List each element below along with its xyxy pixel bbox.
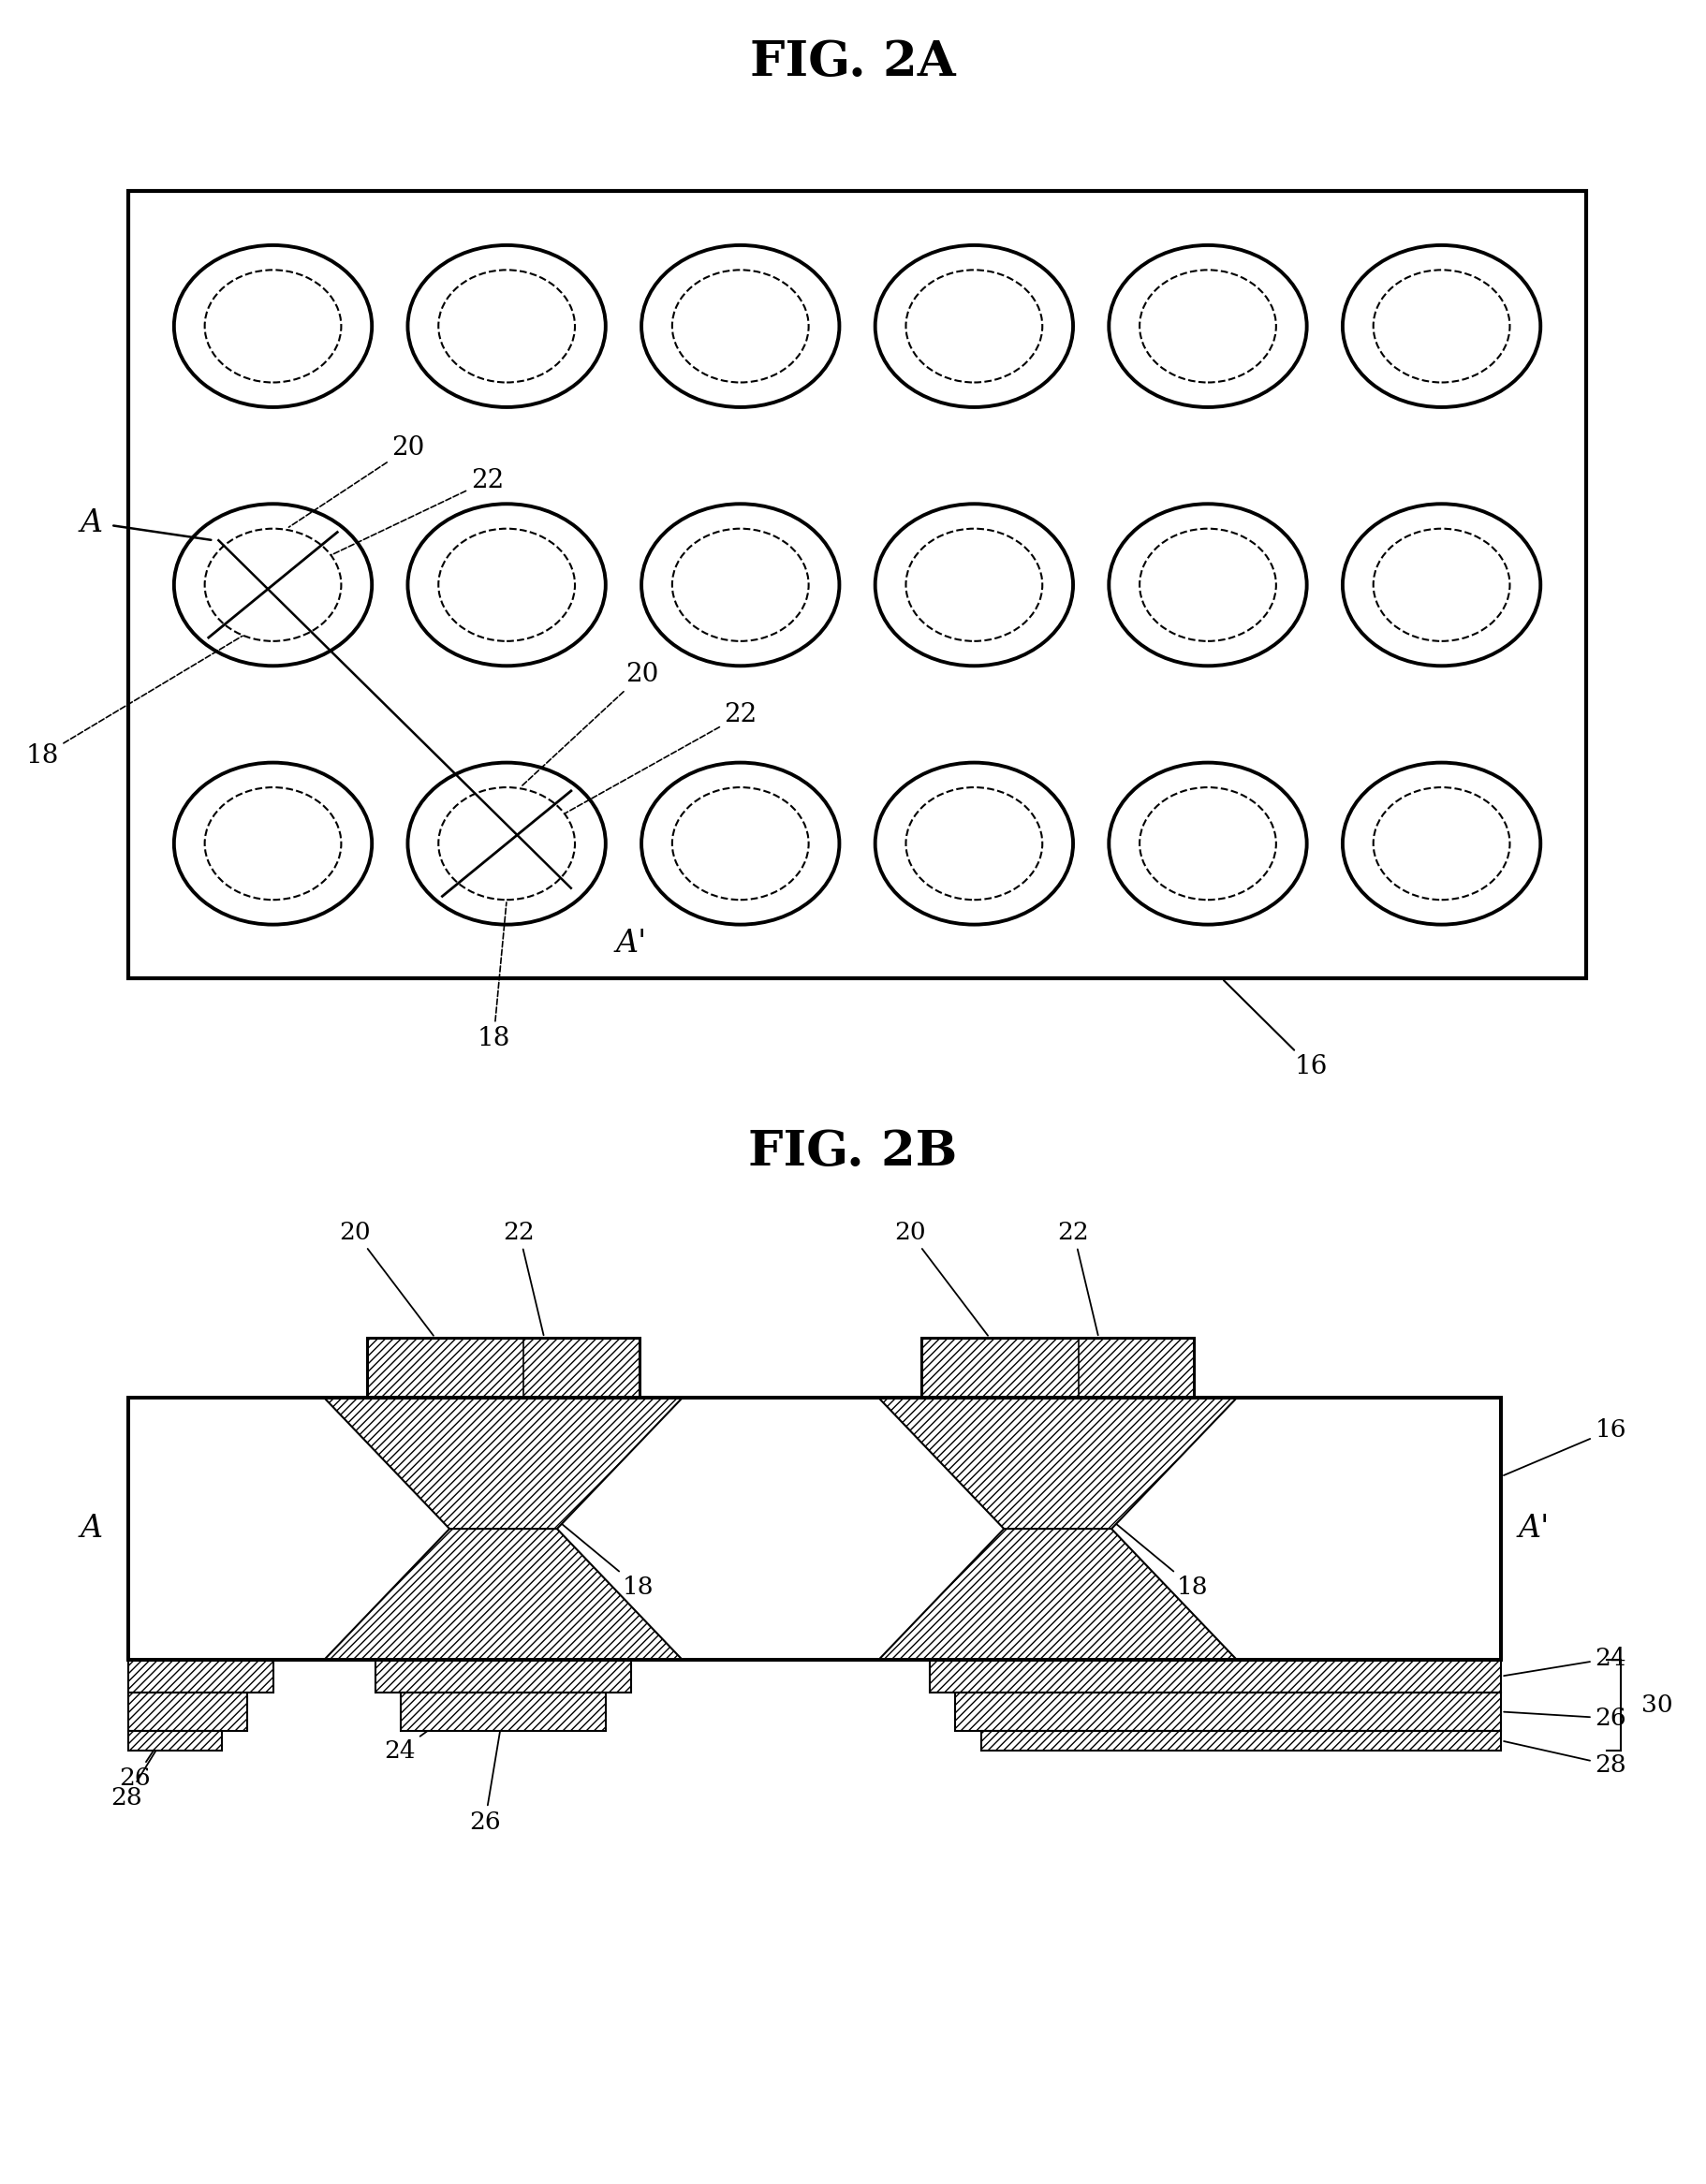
Text: FIG. 2A: FIG. 2A xyxy=(751,37,955,85)
Ellipse shape xyxy=(438,271,575,382)
Polygon shape xyxy=(128,1660,273,1693)
Bar xyxy=(401,1693,606,1730)
Ellipse shape xyxy=(641,762,839,924)
Ellipse shape xyxy=(1109,245,1307,406)
Ellipse shape xyxy=(205,271,341,382)
Text: 18: 18 xyxy=(556,1520,653,1599)
Text: 18: 18 xyxy=(26,631,251,769)
Text: 20: 20 xyxy=(522,662,659,786)
Ellipse shape xyxy=(1140,788,1276,900)
Text: A: A xyxy=(80,509,102,537)
Polygon shape xyxy=(324,1398,682,1529)
Ellipse shape xyxy=(906,788,1042,900)
Polygon shape xyxy=(128,1693,247,1730)
Text: 26: 26 xyxy=(1505,1706,1626,1730)
Ellipse shape xyxy=(672,529,809,642)
Ellipse shape xyxy=(672,271,809,382)
Bar xyxy=(128,1730,222,1752)
Polygon shape xyxy=(955,1693,1501,1730)
Text: A': A' xyxy=(1518,1514,1549,1544)
Text: 22: 22 xyxy=(1058,1221,1099,1334)
Polygon shape xyxy=(367,1337,640,1398)
Ellipse shape xyxy=(1140,529,1276,642)
Bar xyxy=(367,1337,640,1398)
Ellipse shape xyxy=(1109,505,1307,666)
Text: A: A xyxy=(80,1514,102,1544)
Text: 30: 30 xyxy=(1641,1693,1672,1717)
Bar xyxy=(128,192,1587,978)
Polygon shape xyxy=(879,1398,1237,1529)
Ellipse shape xyxy=(875,505,1073,666)
Ellipse shape xyxy=(174,245,372,406)
Ellipse shape xyxy=(205,788,341,900)
Bar xyxy=(128,1660,273,1693)
Text: 26: 26 xyxy=(119,1714,177,1791)
Text: 20: 20 xyxy=(894,1221,988,1337)
Ellipse shape xyxy=(1373,529,1510,642)
Ellipse shape xyxy=(641,505,839,666)
Polygon shape xyxy=(375,1660,631,1693)
Ellipse shape xyxy=(672,788,809,900)
Ellipse shape xyxy=(906,271,1042,382)
Text: FIG. 2B: FIG. 2B xyxy=(749,1129,957,1175)
Text: 22: 22 xyxy=(563,703,757,815)
Polygon shape xyxy=(879,1529,1237,1660)
Ellipse shape xyxy=(174,762,372,924)
Text: 16: 16 xyxy=(1503,1417,1626,1476)
Bar xyxy=(981,1730,1501,1752)
Bar xyxy=(128,1693,247,1730)
Ellipse shape xyxy=(1109,762,1307,924)
Ellipse shape xyxy=(1140,271,1276,382)
Bar xyxy=(930,1660,1501,1693)
Text: 24: 24 xyxy=(384,1677,502,1762)
Polygon shape xyxy=(324,1398,682,1529)
Polygon shape xyxy=(921,1337,1194,1398)
Polygon shape xyxy=(324,1529,682,1660)
Text: 20: 20 xyxy=(339,1221,433,1337)
Polygon shape xyxy=(879,1398,1237,1529)
Ellipse shape xyxy=(1343,762,1541,924)
Ellipse shape xyxy=(408,762,606,924)
Text: 22: 22 xyxy=(503,1221,544,1334)
Ellipse shape xyxy=(1373,788,1510,900)
Polygon shape xyxy=(128,1730,222,1752)
Polygon shape xyxy=(879,1529,1237,1660)
Text: 28: 28 xyxy=(111,1743,160,1811)
Polygon shape xyxy=(324,1529,682,1660)
Polygon shape xyxy=(981,1730,1501,1752)
Ellipse shape xyxy=(1373,271,1510,382)
Polygon shape xyxy=(930,1660,1501,1693)
Bar xyxy=(128,1398,1501,1660)
Ellipse shape xyxy=(875,245,1073,406)
Text: 16: 16 xyxy=(1223,981,1327,1079)
Polygon shape xyxy=(921,1337,1194,1398)
Ellipse shape xyxy=(875,762,1073,924)
Ellipse shape xyxy=(438,788,575,900)
Ellipse shape xyxy=(205,529,341,642)
Text: 22: 22 xyxy=(329,467,503,555)
Text: 18: 18 xyxy=(1111,1520,1208,1599)
Text: 24: 24 xyxy=(1505,1647,1626,1675)
Text: 26: 26 xyxy=(469,1714,503,1835)
Ellipse shape xyxy=(1343,505,1541,666)
Bar xyxy=(955,1693,1501,1730)
Bar xyxy=(128,1398,1501,1660)
Ellipse shape xyxy=(174,505,372,666)
Ellipse shape xyxy=(1343,245,1541,406)
Text: A': A' xyxy=(616,928,647,959)
Polygon shape xyxy=(367,1337,640,1398)
Text: 28: 28 xyxy=(1503,1741,1626,1778)
Text: 20: 20 xyxy=(288,435,425,526)
Bar xyxy=(375,1660,631,1693)
Ellipse shape xyxy=(408,245,606,406)
Ellipse shape xyxy=(408,505,606,666)
Ellipse shape xyxy=(906,529,1042,642)
Ellipse shape xyxy=(438,529,575,642)
Text: 18: 18 xyxy=(478,902,510,1053)
Bar xyxy=(921,1337,1194,1398)
Polygon shape xyxy=(401,1693,606,1730)
Ellipse shape xyxy=(641,245,839,406)
